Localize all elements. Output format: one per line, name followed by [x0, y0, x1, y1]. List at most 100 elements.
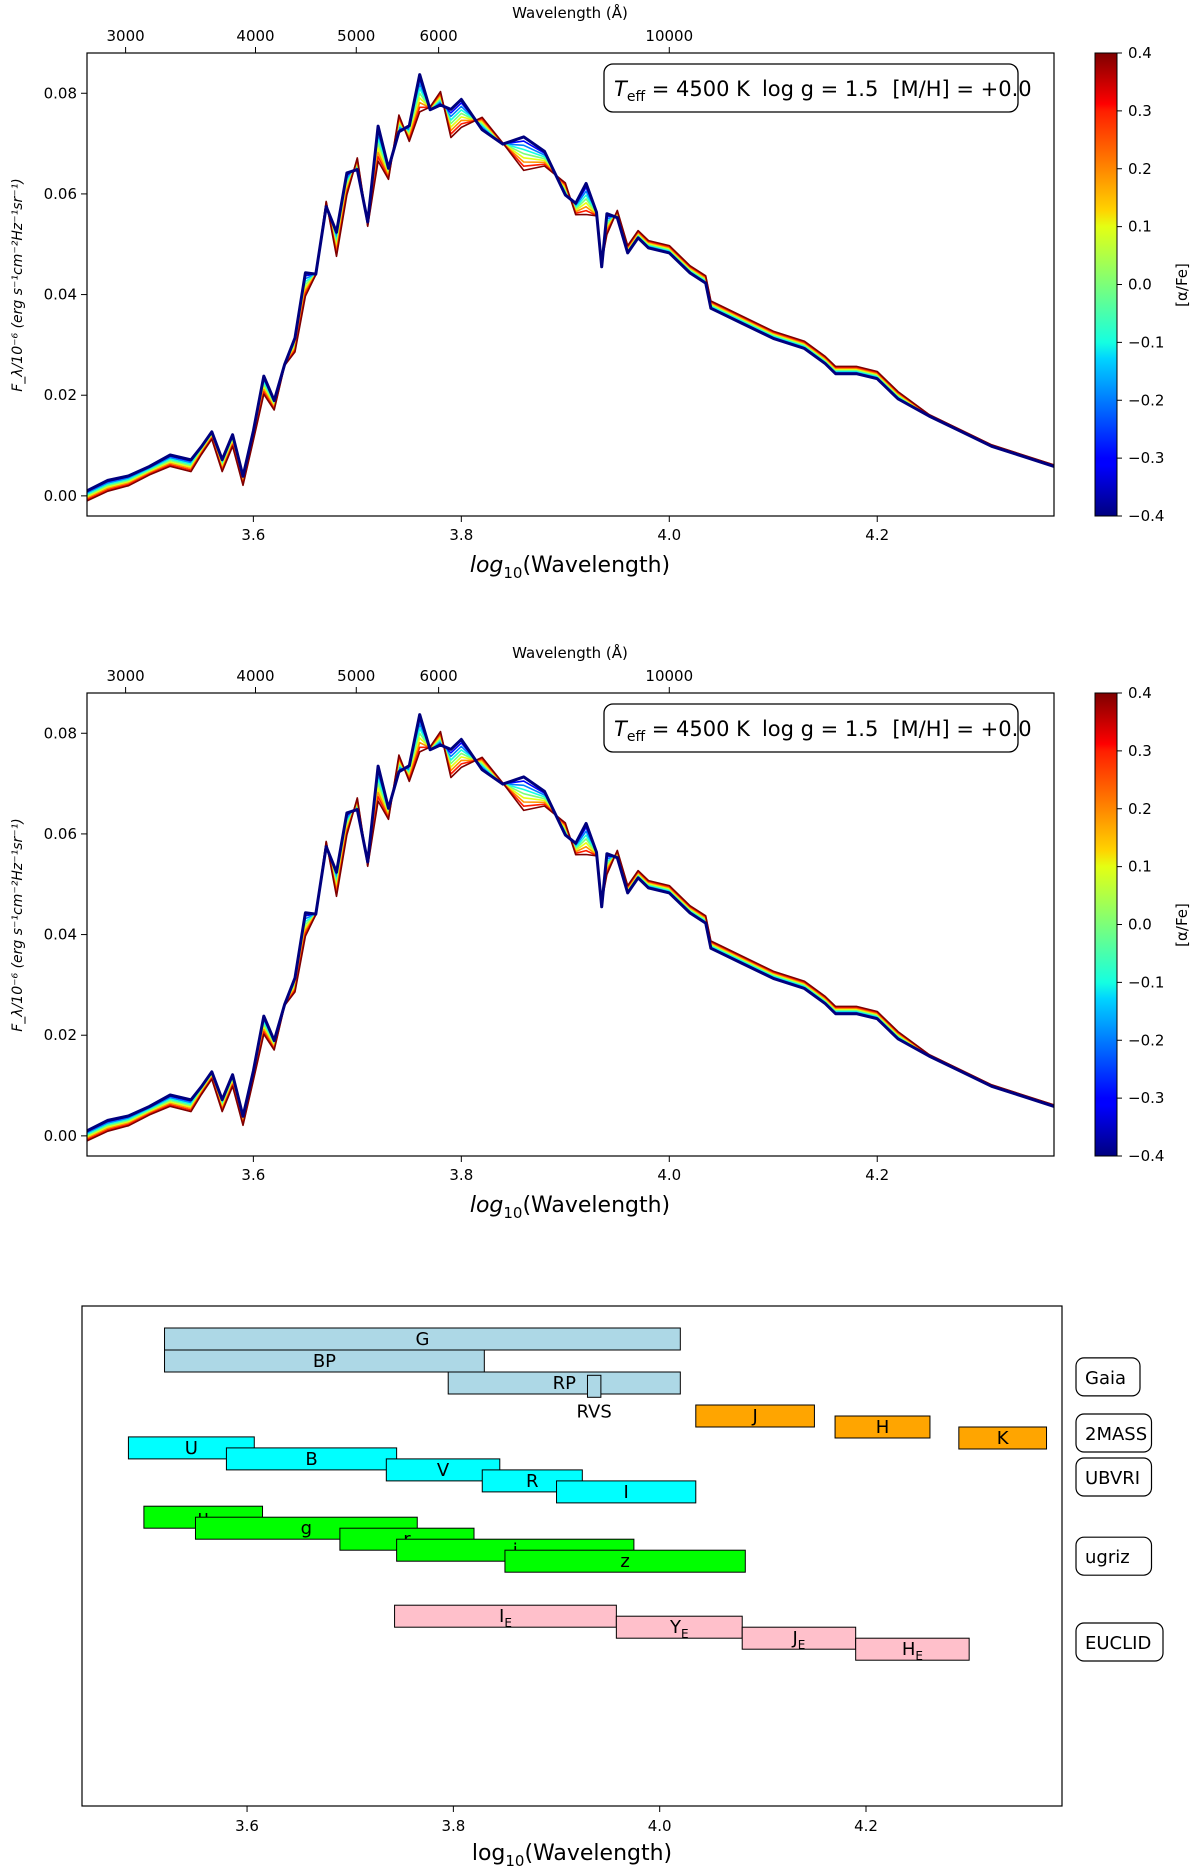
- band-label-main: H: [902, 1639, 916, 1660]
- x-axis-ticks: 3.6 3.8 4.0 4.2: [235, 1806, 878, 1835]
- y-tick-label: 0.06: [44, 185, 77, 203]
- band-bar-euclid-HE: [855, 1637, 970, 1661]
- y-tick-label: 0.04: [44, 926, 77, 944]
- colorbar-tick-label: 0.2: [1128, 800, 1152, 818]
- band-bar-ugriz-z: [504, 1549, 746, 1573]
- top-tick-label: 4000: [236, 667, 274, 685]
- band-label-main: RP: [553, 1373, 577, 1394]
- spectrum-lines: [86, 73, 1055, 502]
- band-bar-gaia-BP: [164, 1349, 485, 1373]
- top-tick-label: 3000: [107, 27, 145, 45]
- band-label-main: G: [415, 1329, 429, 1350]
- band-label-gaia-G: G: [415, 1329, 429, 1350]
- band-label-subscript: E: [798, 1638, 806, 1652]
- colorbar: 0.4 0.3 0.2 0.1 0.0 −0.1 −0.2 −0.3 −0.4 [α/Fe]: [1094, 684, 1191, 1165]
- top-tick-label: 10000: [645, 27, 693, 45]
- system-label-gaia: Gaia: [1085, 1368, 1126, 1389]
- spectrum-line-alpha-m0p2: [86, 723, 1055, 1135]
- x-tick-label: 3.8: [449, 526, 473, 544]
- band-label-gaia-RVS: RVS: [577, 1401, 612, 1422]
- band-label-2mass-K: K: [997, 1428, 1010, 1449]
- colorbar: 0.4 0.3 0.2 0.1 0.0 −0.1 −0.2 −0.3 −0.4 [α/Fe]: [1094, 44, 1191, 525]
- x-axis-label-tail: (Wavelength): [524, 1841, 672, 1866]
- colorbar-tick-label: −0.3: [1128, 449, 1164, 467]
- band-label-ugriz-g: g: [301, 1518, 312, 1539]
- y-tick-label: 0.02: [44, 386, 77, 404]
- band-label-main: R: [526, 1471, 539, 1492]
- colorbar-tick-label: 0.4: [1128, 44, 1152, 62]
- colorbar-gradient: [1094, 52, 1118, 517]
- annotation-box: Teff = 4500 K log g = 1.5 [M/H] = +0.0: [603, 703, 1032, 753]
- x-tick-label: 3.8: [441, 1817, 465, 1835]
- teff-value: = 4500 K: [645, 717, 751, 741]
- x-tick-label: 3.6: [235, 1817, 259, 1835]
- band-label-2mass-J: J: [751, 1406, 757, 1427]
- x-axis-label-sub: 10: [503, 564, 522, 582]
- top-tick-label: 10000: [645, 667, 693, 685]
- colorbar-tick-label: −0.1: [1128, 333, 1164, 351]
- spectrum-line-alpha-0p4: [86, 730, 1055, 1142]
- x-axis-label-tail: (Wavelength): [522, 553, 670, 578]
- system-label-box-ugriz: [1075, 1536, 1153, 1576]
- colorbar-tick-label: 0.0: [1128, 916, 1152, 934]
- y-tick-label: 0.08: [44, 724, 77, 742]
- spectrum-line-alpha-m0p3: [86, 718, 1055, 1133]
- x-tick-label: 4.0: [657, 526, 681, 544]
- system-labels: Gaia 2MASS UBVRI ugriz EUCLID: [1075, 1357, 1164, 1662]
- system-label-box-euclid: [1075, 1622, 1164, 1662]
- colorbar-ticks: 0.4 0.3 0.2 0.1 0.0 −0.1 −0.2 −0.3 −0.4: [1117, 44, 1164, 525]
- band-label-main: RVS: [577, 1401, 612, 1422]
- spectrum-lines: [86, 713, 1055, 1142]
- colorbar-gradient: [1094, 692, 1118, 1157]
- x-axis-label-sub: 10: [503, 1204, 522, 1222]
- y-tick-label: 0.00: [44, 487, 77, 505]
- system-label-2mass: 2MASS: [1085, 1424, 1147, 1445]
- band-label-main: BP: [313, 1351, 336, 1372]
- band-label-gaia-BP: BP: [313, 1351, 336, 1372]
- band-label-gaia-RP: RP: [553, 1373, 577, 1394]
- colorbar-tick-label: 0.0: [1128, 276, 1152, 294]
- band-label-main: I: [499, 1606, 504, 1627]
- x-tick-label: 3.8: [449, 1166, 473, 1184]
- y-axis-ticks: 0.00 0.02 0.04 0.06 0.08: [44, 84, 87, 505]
- spectrum-panel-1: Wavelength (Å) 3000 4000 5000 6000 10000 3.6…: [10, 3, 1191, 582]
- band-label-subscript: E: [915, 1649, 923, 1663]
- teff-subscript: eff: [627, 89, 646, 105]
- band-bar-2mass-H: [834, 1415, 931, 1439]
- plot-area-frame: [86, 692, 1055, 1157]
- x-tick-label: 4.2: [865, 1166, 889, 1184]
- x-axis-label: log10(Wavelength): [470, 553, 670, 582]
- colorbar-tick-label: 0.4: [1128, 684, 1152, 702]
- band-label-2mass-H: H: [876, 1417, 890, 1438]
- x-axis-label-sub: 10: [505, 1852, 524, 1868]
- system-label-euclid: EUCLID: [1085, 1633, 1151, 1654]
- colorbar-tick-label: −0.2: [1128, 1031, 1164, 1049]
- x-tick-label: 4.2: [865, 526, 889, 544]
- x-tick-label: 4.0: [657, 1166, 681, 1184]
- colorbar-tick-label: 0.1: [1128, 858, 1152, 876]
- spectrum-line-alpha-0p4: [86, 90, 1055, 502]
- filter-band-panel: GBPRPRVSJHKUBVRIugrizIEYEJEHE Gaia2MASSU…: [81, 1305, 1164, 1868]
- colorbar-label: [α/Fe]: [1173, 263, 1191, 307]
- top-axis-ticks: 3000 4000 5000 6000 10000: [107, 27, 693, 53]
- y-axis-label: F_λ/10⁻⁶ (erg s⁻¹cm⁻²Hz⁻¹sr⁻¹): [10, 178, 26, 392]
- x-axis-ticks: 3.6 3.8 4.0 4.2: [241, 516, 889, 544]
- top-tick-label: 5000: [337, 667, 375, 685]
- plot-area-frame: [86, 52, 1055, 517]
- colorbar-tick-label: 0.2: [1128, 160, 1152, 178]
- y-tick-label: 0.08: [44, 84, 77, 102]
- colorbar-tick-label: −0.1: [1128, 973, 1164, 991]
- y-axis-label: F_λ/10⁻⁶ (erg s⁻¹cm⁻²Hz⁻¹sr⁻¹): [10, 818, 26, 1032]
- y-tick-label: 0.00: [44, 1127, 77, 1145]
- system-label-box-ubvri: [1075, 1457, 1153, 1497]
- mh-value: [M/H] = +0.0: [892, 717, 1031, 741]
- band-label-subscript: E: [681, 1627, 689, 1641]
- band-bars: GBPRPRVSJHKUBVRIugrizIEYEJEHE: [127, 1327, 1048, 1663]
- band-bar-2mass-K: [958, 1426, 1048, 1450]
- spectrum-line-alpha-m0p4: [86, 73, 1055, 493]
- colorbar-tick-label: 0.1: [1128, 218, 1152, 236]
- top-axis-label: Wavelength (Å): [512, 643, 628, 662]
- annotation-box: Teff = 4500 K log g = 1.5 [M/H] = +0.0: [603, 63, 1032, 113]
